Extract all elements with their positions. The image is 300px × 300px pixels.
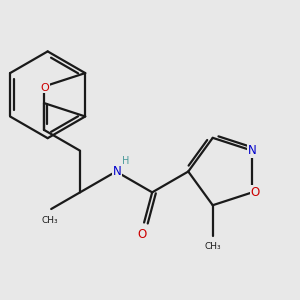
Text: N: N: [248, 144, 257, 157]
Text: O: O: [250, 186, 260, 199]
Text: CH₃: CH₃: [204, 242, 221, 251]
Text: H: H: [122, 156, 130, 166]
Text: N: N: [113, 165, 122, 178]
Text: CH₃: CH₃: [42, 216, 58, 225]
Text: O: O: [41, 83, 50, 93]
Text: O: O: [137, 228, 146, 241]
